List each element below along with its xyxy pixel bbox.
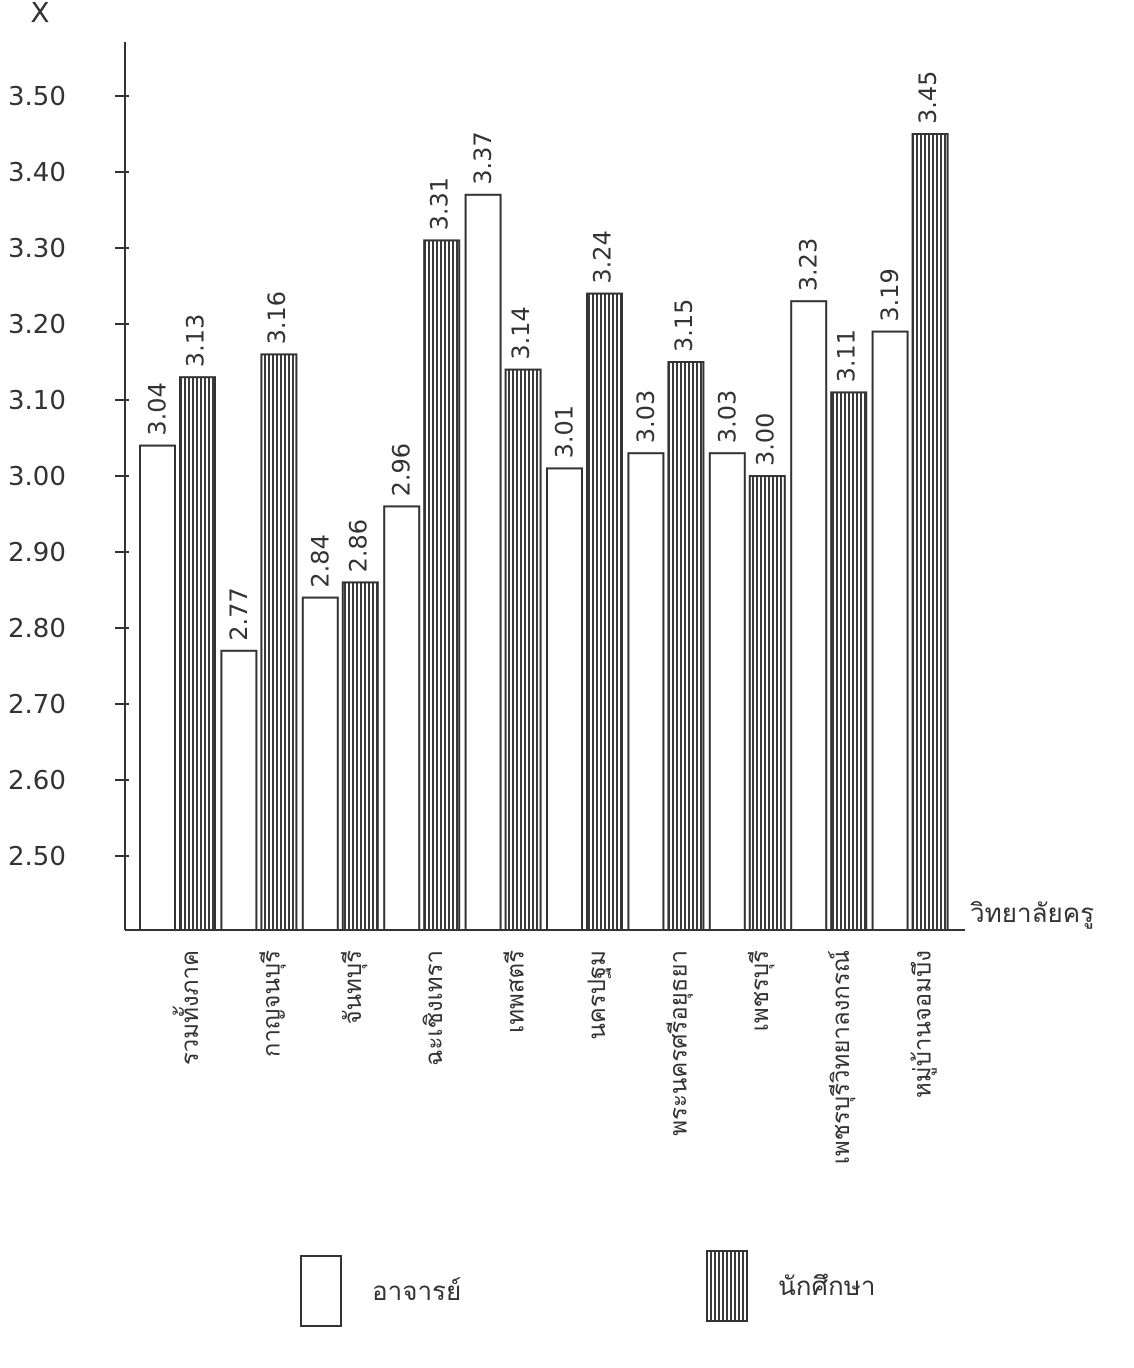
y-tick-label: 2.50 [8, 842, 66, 872]
bar-teacher [464, 193, 502, 932]
data-label: 3.03 [632, 390, 660, 443]
data-label: 3.45 [914, 71, 942, 124]
bar-student [748, 475, 786, 931]
category-label: หมู่บ้านจอมบึง [909, 950, 938, 1098]
category-label: กาญจนบุรี [257, 950, 286, 1057]
category-label: จันทบุรี [339, 950, 368, 1025]
bar-teacher [139, 444, 176, 931]
category-label: นครปฐม [583, 950, 611, 1040]
data-label: 3.23 [795, 238, 823, 291]
bar-teacher [708, 452, 746, 931]
legend-swatch-teacher [300, 1255, 342, 1327]
data-label: 3.04 [144, 382, 172, 435]
legend-label-student: นักศึกษา [778, 1271, 876, 1302]
legend-swatch-student [706, 1250, 748, 1322]
y-tick-label: 2.90 [8, 538, 66, 568]
data-label: 3.24 [589, 230, 617, 283]
data-label: 3.03 [713, 390, 741, 443]
category-label: ฉะเชิงเทรา [420, 950, 448, 1066]
bar-teacher [301, 596, 339, 931]
y-tick-label: 3.00 [8, 462, 66, 492]
y-tick-label: 2.60 [8, 766, 66, 796]
legend-item-student: นักศึกษา [706, 1250, 876, 1322]
data-label: 3.37 [469, 131, 497, 184]
bar-student [504, 368, 542, 932]
y-tick-label: 3.40 [8, 158, 66, 188]
data-label: 2.96 [388, 443, 416, 496]
y-tick-label: 3.30 [8, 234, 66, 264]
y-tick-label: 2.80 [8, 614, 66, 644]
bar-student [341, 581, 379, 932]
category-labels: รวมทั้งภาค กาญจนบุรี จันทบุรี ฉะเชิงเทรา เทพ… [172, 950, 938, 1164]
category-label: เพชรบุรีวิทยาลงกรณ์ [827, 950, 856, 1164]
bar-teacher [790, 300, 828, 931]
bar-teacher [220, 649, 258, 931]
data-label: 3.13 [182, 314, 210, 367]
y-axis-label: X̄ [30, 0, 49, 29]
category-label: พระนครศรีอยุธยา [664, 950, 693, 1136]
bar-student [911, 133, 949, 931]
y-tick-label: 3.10 [8, 386, 66, 416]
data-label: 3.31 [426, 177, 454, 230]
category-label: เทพสตรี [502, 950, 530, 1033]
bar-student [830, 391, 868, 931]
bar-teacher [627, 452, 665, 931]
data-label: 3.14 [507, 306, 535, 359]
bar-student [667, 361, 705, 931]
bars [139, 133, 949, 932]
data-label: 2.77 [225, 587, 253, 640]
bar-teacher [383, 505, 421, 931]
data-label: 3.11 [833, 329, 861, 382]
legend-label-teacher: อาจารย์ [372, 1276, 462, 1307]
y-tick-label: 3.50 [8, 82, 66, 112]
bar-student [423, 239, 461, 931]
bar-teacher [871, 330, 909, 932]
data-label: 3.01 [551, 405, 579, 458]
bar-student [260, 353, 298, 931]
data-label: 3.15 [670, 299, 698, 352]
category-label: เพชรบุรี [746, 950, 775, 1031]
data-label: 3.19 [876, 268, 904, 321]
axes: 2.50 2.60 2.70 2.80 2.90 3.00 3.10 3.20 3.30 3.40… [8, 42, 965, 931]
value-labels: 3.04 3.13 2.77 3.16 2.84 2.86 2.96 3.31 3.37 3.14… [144, 71, 943, 641]
data-label: 3.16 [263, 291, 291, 344]
bar-student [586, 292, 623, 932]
bar-student [179, 376, 216, 931]
category-label: รวมทั้งภาค [172, 950, 204, 1065]
x-axis-label: วิทยาลัยครู [970, 899, 1095, 929]
y-tick-label: 3.20 [8, 310, 66, 340]
data-label: 2.86 [344, 519, 372, 572]
bar-teacher [546, 467, 583, 931]
data-label: 2.84 [306, 534, 334, 587]
y-tick-label: 2.70 [8, 690, 66, 720]
data-label: 3.00 [751, 413, 779, 466]
legend-item-teacher: อาจารย์ [300, 1255, 461, 1327]
